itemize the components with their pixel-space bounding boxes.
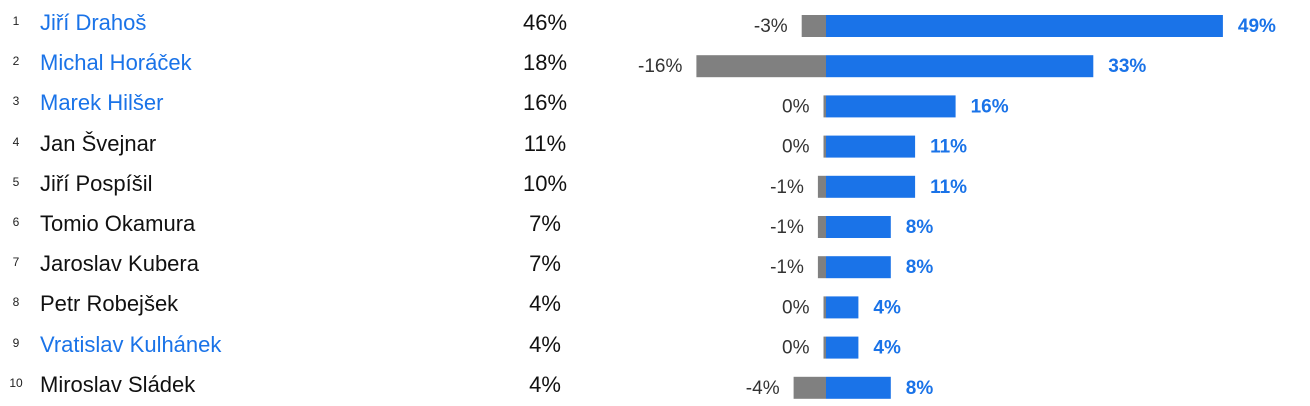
positive-bar	[826, 15, 1223, 37]
negative-bar	[823, 336, 826, 359]
positive-bar	[826, 95, 956, 118]
positive-bar	[826, 376, 891, 399]
positive-value-label: 4%	[873, 297, 901, 318]
vote-percentage: 7%	[529, 211, 561, 236]
candidate-name: Petr Robejšek	[40, 291, 179, 317]
negative-bar	[793, 376, 826, 399]
candidate-name-link[interactable]: Michal Horáček	[40, 50, 192, 76]
positive-value-label: 8%	[906, 378, 934, 399]
positive-bar	[826, 296, 859, 319]
table-row: 5 Jiří Pospíšil 10%	[0, 165, 1310, 205]
vote-percentage: 46%	[522, 10, 568, 35]
positive-bar	[826, 175, 916, 198]
table-row: 1 Jiří Drahoš 46%	[0, 4, 1310, 44]
positive-value-label: 11%	[930, 177, 967, 198]
negative-value-label: -16%	[638, 56, 682, 77]
positive-value-label: 49%	[1238, 16, 1276, 37]
table-row: 2 Michal Horáček 18%	[0, 44, 1310, 84]
vote-percentage: 7%	[529, 251, 561, 277]
candidate-name: Tomio Okamura	[40, 211, 196, 236]
positive-value-label: 33%	[1108, 56, 1146, 77]
positive-value-label: 8%	[906, 257, 934, 278]
rank-number: 8	[12, 295, 20, 310]
negative-bar	[823, 135, 826, 158]
vote-percentage: 4%	[529, 371, 561, 397]
positive-value-label: 8%	[906, 217, 934, 238]
positive-value-label: 11%	[930, 137, 967, 158]
vote-percentage: 11%	[523, 130, 567, 156]
negative-value-label: 0%	[782, 338, 810, 359]
candidate-name: Jan Švejnar	[40, 130, 157, 156]
negative-bar	[817, 175, 826, 198]
positive-bar	[826, 256, 891, 279]
negative-bar	[817, 256, 826, 279]
negative-value-label: 0%	[782, 137, 810, 158]
rank-number: 9	[12, 335, 20, 350]
rank-number: 10	[9, 375, 23, 390]
rank-number: 4	[12, 134, 20, 149]
table-row: 7 Jaroslav Kubera 7%	[0, 245, 1310, 285]
candidate-name-link[interactable]: Jiří Drahoš	[40, 10, 147, 35]
candidate-name-link[interactable]: Marek Hilšer	[40, 90, 164, 116]
rank-number: 7	[12, 255, 20, 270]
negative-value-label: -1%	[770, 257, 804, 278]
positive-bar	[826, 135, 916, 158]
positive-value-label: 4%	[873, 338, 901, 359]
negative-bar	[696, 55, 826, 78]
negative-value-label: 0%	[782, 297, 810, 318]
negative-value-label: -4%	[746, 378, 780, 399]
positive-bar	[826, 216, 891, 238]
rank-number: 6	[12, 215, 20, 229]
negative-value-label: -1%	[770, 217, 804, 238]
candidate-name: Jiří Pospíšil	[40, 170, 153, 196]
vote-percentage: 4%	[529, 331, 561, 357]
negative-value-label: -3%	[754, 16, 788, 37]
positive-bar	[826, 55, 1094, 78]
table-row: 9 Vratislav Kulhánek 4%	[0, 326, 1310, 366]
vote-percentage: 10%	[522, 170, 568, 196]
rank-number: 5	[12, 174, 20, 189]
vote-percentage: 18%	[522, 50, 568, 76]
negative-value-label: -1%	[770, 177, 804, 198]
vote-percentage: 16%	[522, 90, 568, 116]
candidate-name: Miroslav Sládek	[40, 371, 196, 397]
positive-bar	[826, 336, 859, 359]
vote-percentage: 4%	[529, 291, 561, 317]
table-row: 4 Jan Švejnar 11%	[0, 125, 1310, 165]
negative-bar	[817, 216, 826, 238]
table-row: 3 Marek Hilšer 16%	[0, 84, 1310, 124]
positive-value-label: 16%	[971, 96, 1009, 117]
negative-value-label: 0%	[782, 96, 810, 117]
table-row: 6 Tomio Okamura 7%	[0, 205, 1310, 245]
candidate-name-link[interactable]: Vratislav Kulhánek	[40, 331, 222, 357]
rank-number: 2	[12, 54, 20, 69]
candidate-name: Jaroslav Kubera	[40, 251, 199, 277]
negative-bar	[801, 15, 826, 37]
negative-bar	[823, 296, 826, 319]
rank-number: 1	[12, 14, 20, 28]
negative-bar	[823, 95, 826, 118]
rank-number: 3	[12, 94, 20, 109]
table-row: 8 Petr Robejšek 4%	[0, 285, 1310, 325]
table-row: 10 Miroslav Sládek 4%	[0, 366, 1310, 406]
